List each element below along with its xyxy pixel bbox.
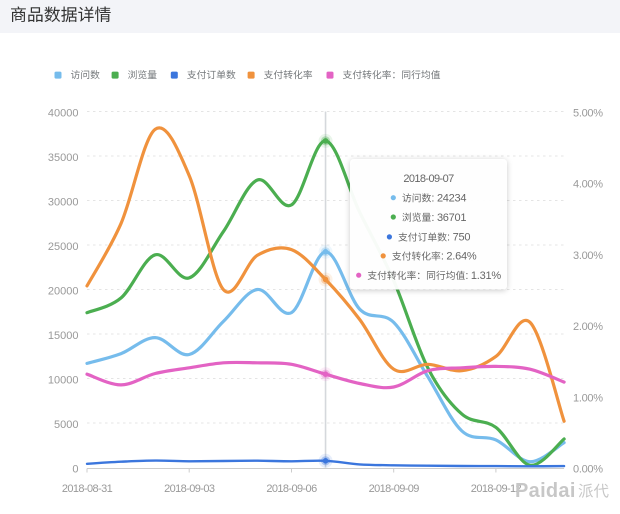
svg-text:: 36701: : 36701 (431, 212, 466, 224)
svg-text:Paidai: Paidai (515, 480, 576, 502)
svg-text:2.00%: 2.00% (573, 321, 603, 333)
svg-text:25000: 25000 (48, 241, 79, 253)
svg-text:5000: 5000 (54, 419, 78, 431)
svg-text:40000: 40000 (48, 108, 79, 120)
svg-text:30000: 30000 (48, 197, 79, 209)
svg-text:1.00%: 1.00% (573, 392, 603, 404)
svg-text:: 2.64%: : 2.64% (441, 251, 477, 263)
svg-text:20000: 20000 (48, 286, 79, 298)
svg-text:: 24234: : 24234 (431, 193, 466, 205)
svg-text:: 750: : 750 (447, 232, 470, 244)
svg-text:0.00%: 0.00% (573, 464, 603, 476)
svg-text:: 1.31%: : 1.31% (465, 270, 501, 282)
svg-text:2018-08-31: 2018-08-31 (62, 483, 113, 495)
svg-text:4.00%: 4.00% (573, 179, 603, 191)
svg-text:35000: 35000 (48, 152, 79, 164)
svg-text:15000: 15000 (48, 330, 79, 342)
svg-text:10000: 10000 (48, 375, 79, 387)
svg-text:2018-09-09: 2018-09-09 (369, 483, 420, 495)
svg-text:5.00%: 5.00% (573, 108, 603, 120)
svg-text:2018-09-07: 2018-09-07 (403, 173, 454, 185)
svg-text:2018-09-06: 2018-09-06 (266, 483, 317, 495)
svg-text:3.00%: 3.00% (573, 250, 603, 262)
svg-text:0: 0 (72, 464, 78, 476)
svg-text:2018-09-12: 2018-09-12 (471, 483, 522, 495)
svg-text:2018-09-03: 2018-09-03 (164, 483, 215, 495)
